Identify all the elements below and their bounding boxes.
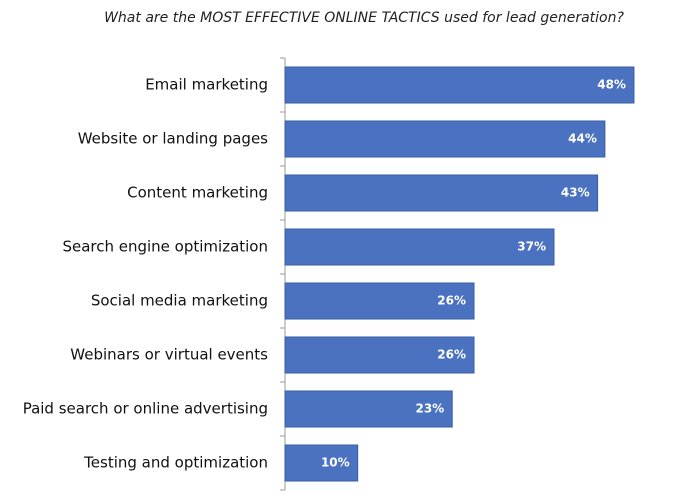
value-label: 44% <box>568 132 597 146</box>
value-label: 48% <box>597 78 626 92</box>
category-label: Paid search or online advertising <box>23 400 268 418</box>
bar <box>284 120 606 158</box>
category-label: Email marketing <box>145 76 268 94</box>
bar <box>284 336 475 374</box>
bar <box>284 282 475 320</box>
chart-title: What are the MOST EFFECTIVE ONLINE TACTI… <box>104 10 624 26</box>
category-label: Content marketing <box>127 184 268 202</box>
bar <box>284 174 599 212</box>
category-label: Webinars or virtual events <box>70 346 268 364</box>
value-label: 26% <box>437 294 466 308</box>
value-label: 43% <box>561 186 590 200</box>
category-label: Search engine optimization <box>62 238 268 256</box>
bar <box>284 444 359 482</box>
value-label: 37% <box>517 240 546 254</box>
value-label: 23% <box>415 402 444 416</box>
category-label: Website or landing pages <box>78 130 268 148</box>
bar <box>284 66 635 104</box>
value-label: 10% <box>321 456 350 470</box>
value-label: 26% <box>437 348 466 362</box>
category-label: Social media marketing <box>91 292 268 310</box>
bar <box>284 228 555 266</box>
bar <box>284 390 453 428</box>
category-label: Testing and optimization <box>83 454 268 472</box>
